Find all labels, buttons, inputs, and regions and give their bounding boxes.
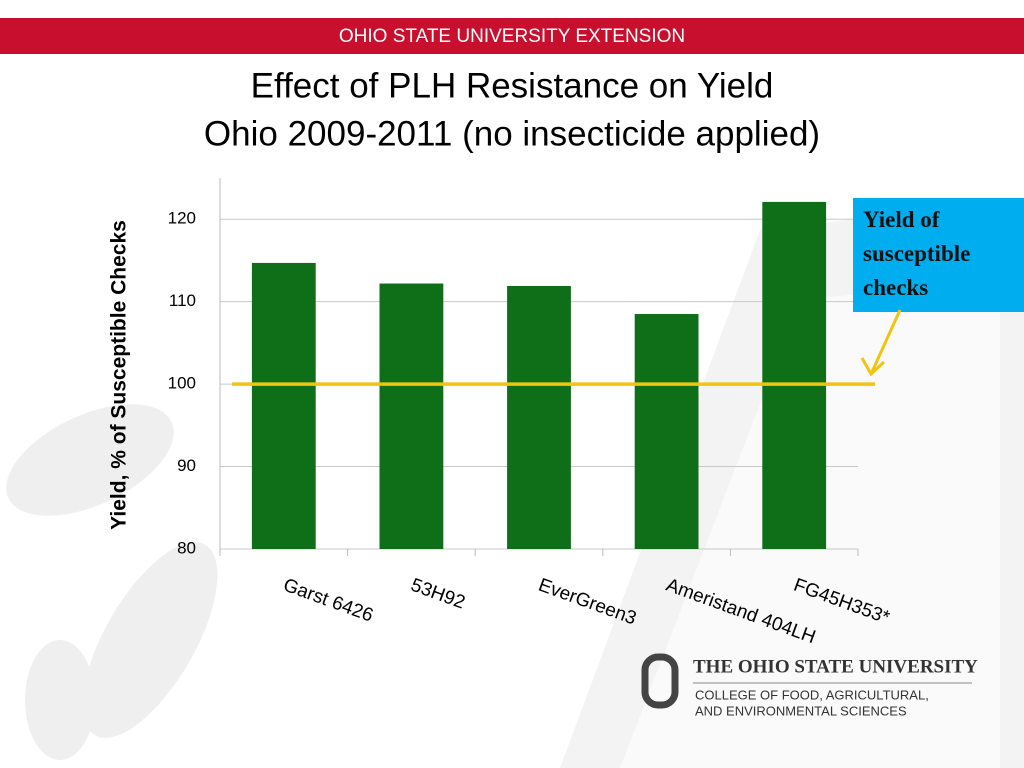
university: THE OHIO STATE UNIVERSITY — [693, 656, 978, 677]
x-tick-label: Garst 6426 — [280, 575, 376, 627]
annotation: Yield of susceptible checks — [863, 207, 970, 300]
chart-title: Effect of PLH Resistance on Yield — [251, 66, 774, 105]
banner — [0, 18, 1024, 54]
chart-subtitle: Ohio 2009-2011 (no insecticide applied) — [204, 114, 820, 153]
bar — [762, 201, 827, 550]
y-tick-label: 90 — [177, 456, 196, 475]
bar — [379, 283, 444, 549]
y-axis-label: Yield, % of Susceptible Checks — [108, 220, 131, 530]
annotation-arrow — [860, 309, 902, 377]
y-tick-label: 110 — [169, 291, 196, 310]
y-tick-label: 100 — [168, 374, 196, 393]
bar — [634, 314, 699, 549]
x-tick-label: 53H92 — [408, 575, 468, 614]
y-tick-label: 80 — [177, 538, 196, 557]
banner-text: OHIO STATE UNIVERSITY EXTENSION — [339, 26, 685, 47]
college-line: AND ENVIRONMENTAL SCIENCES — [695, 703, 907, 718]
annotation-box — [853, 198, 1024, 312]
bar — [507, 286, 571, 549]
college-line: COLLEGE OF FOOD, AGRICULTURAL, — [695, 687, 929, 702]
bar — [251, 262, 316, 549]
y-tick-label: 120 — [168, 209, 196, 228]
logo: THE OHIO STATE UNIVERSITY COLLEGE OF FOO… — [641, 653, 978, 718]
